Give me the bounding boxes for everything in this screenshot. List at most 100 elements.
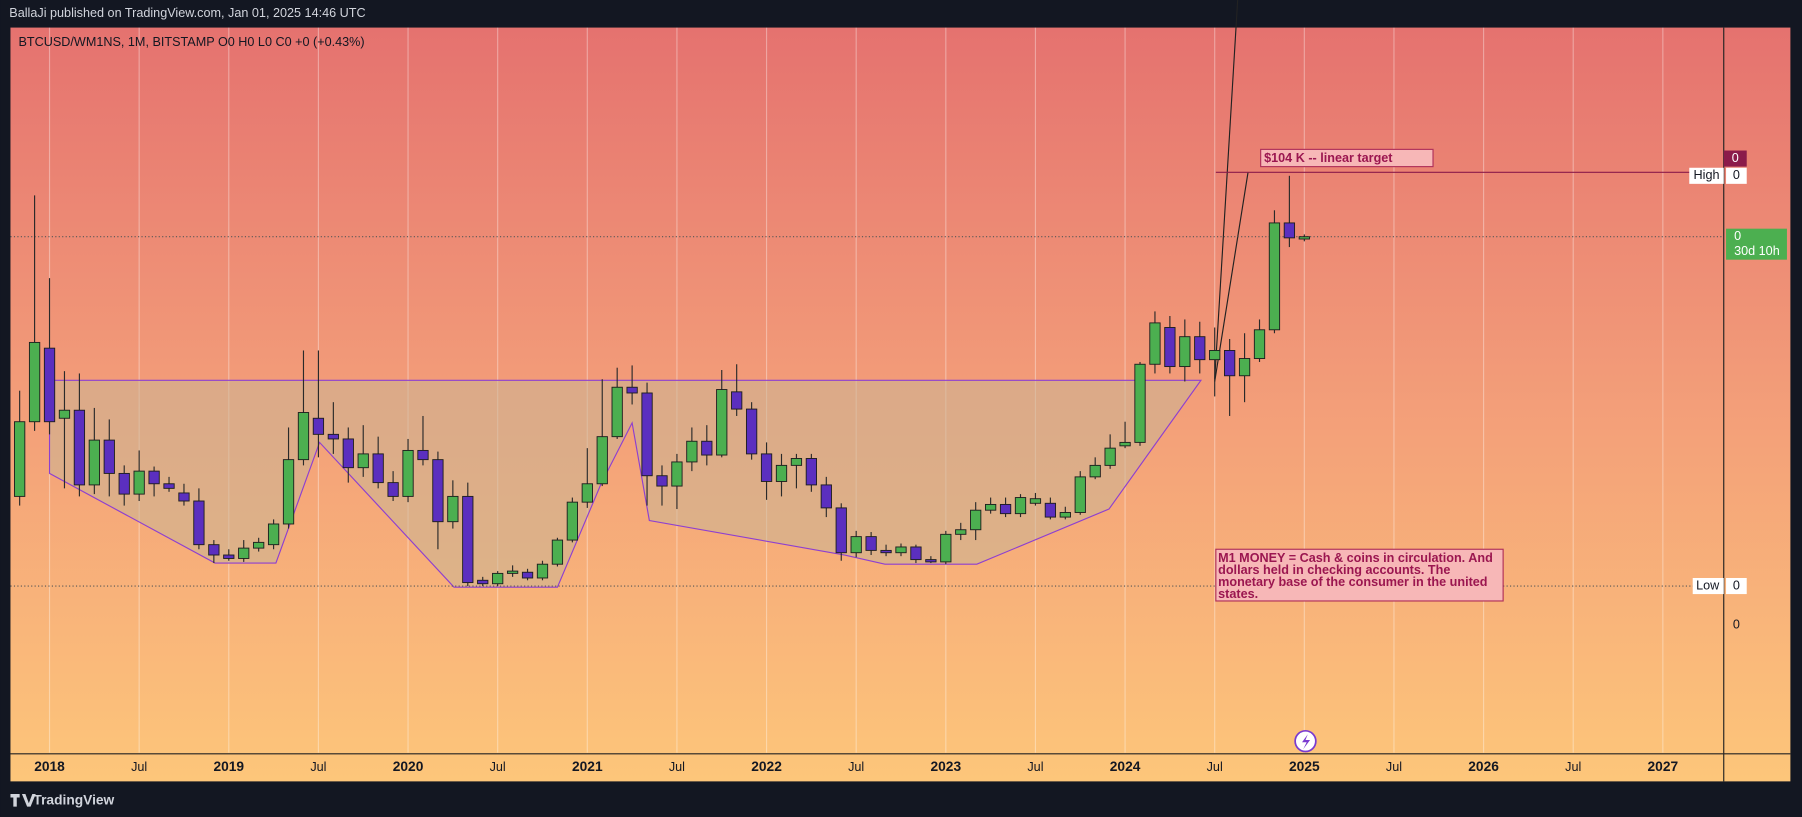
candle-body (1089, 464, 1101, 478)
candle-body (492, 572, 504, 585)
top-badge: 0 (1732, 151, 1739, 165)
candle-body (282, 459, 295, 525)
candle-body (1224, 350, 1236, 377)
candle-body (835, 507, 847, 554)
candle-body (999, 503, 1012, 515)
target-annotation: $104 K -- linear target (1264, 151, 1393, 165)
x-tick-label: Jul (1027, 760, 1043, 774)
event-icon-bolt (1302, 734, 1311, 750)
candle-body (447, 495, 459, 523)
candles (14, 175, 1310, 587)
published-line: BallaJi published on TradingView.com, Ja… (9, 6, 365, 20)
x-tick-label: 2023 (931, 759, 962, 774)
candle-body (940, 533, 952, 563)
candle-body (686, 440, 698, 463)
candle-body (14, 421, 26, 497)
trend-line (1214, 172, 1249, 382)
candle-body (118, 472, 130, 495)
candle-body (925, 559, 937, 563)
candle-body (133, 470, 145, 495)
x-tick-label: 2025 (1289, 759, 1320, 774)
candle-body (731, 391, 743, 410)
candle-body (253, 541, 265, 549)
candle-body (193, 500, 205, 546)
brand: TradingView (33, 793, 114, 808)
candle-body (970, 509, 982, 531)
x-tick-label: Jul (131, 760, 147, 774)
candle-body (1298, 236, 1310, 240)
candle-body (312, 417, 325, 435)
candle-body (626, 386, 638, 394)
candle-body (506, 570, 519, 574)
candle-body (805, 458, 818, 486)
badge (1723, 150, 1747, 167)
note-line: M1 MONEY = Cash & coins in circulation. … (1218, 551, 1493, 565)
x-tick-label: Jul (669, 760, 685, 774)
x-tick-label: 2022 (751, 759, 782, 774)
candle-body (850, 536, 862, 554)
candle-body (43, 347, 56, 423)
symbol-legend: BTCUSD/WM1NS, 1M, BITSTAMP O0 H0 L0 C0 +… (19, 35, 365, 49)
candle-body (1119, 441, 1131, 447)
x-tick-label: Jul (1565, 760, 1581, 774)
candle-body (28, 341, 41, 423)
candle-body (1164, 327, 1176, 368)
candle-body (148, 470, 160, 485)
low-label: Low (1696, 578, 1720, 592)
candle-body (342, 438, 354, 469)
candle-body (297, 412, 310, 461)
note-line: dollars held in checking accounts. The (1218, 563, 1450, 577)
x-tick-label: Jul (848, 760, 864, 774)
note-line: states. (1218, 587, 1258, 601)
candle-body (1283, 222, 1296, 239)
candle-body (1238, 358, 1251, 377)
candle-body (103, 439, 115, 474)
candle-body (1268, 222, 1281, 331)
candle-body (1014, 497, 1027, 515)
candle-body (357, 453, 369, 469)
axis-label: 0 (1733, 617, 1740, 631)
candle-body (820, 484, 832, 509)
last-price: 0 (1734, 229, 1741, 243)
candle-body (432, 459, 444, 523)
candle-body (551, 539, 564, 565)
x-tick-label: 2021 (572, 759, 603, 774)
brand-logo (10, 794, 36, 807)
candle-body (566, 501, 578, 541)
high-label: High (1694, 168, 1720, 182)
candle-body (865, 536, 877, 551)
candle-body (208, 544, 220, 556)
badge (1726, 577, 1747, 595)
candle-body (656, 475, 668, 487)
candle-body (402, 449, 414, 497)
candle-body (1194, 336, 1206, 361)
badge (1689, 167, 1724, 184)
candle-body (536, 563, 549, 579)
candle-body (895, 546, 907, 554)
x-tick-label: 2018 (34, 759, 65, 774)
candle-body (1029, 498, 1042, 504)
x-tick-label: Jul (310, 760, 326, 774)
candle-body (1059, 512, 1071, 518)
x-tick-label: 2020 (393, 759, 424, 774)
high-value: 0 (1733, 168, 1740, 182)
candle-body (984, 503, 997, 511)
candle-body (477, 579, 489, 585)
x-tick-label: Jul (1207, 760, 1223, 774)
candle-body (1253, 329, 1266, 359)
candle-body (387, 482, 399, 497)
candle-body (671, 461, 683, 487)
candle-body (641, 392, 653, 477)
candle-body (1104, 447, 1116, 466)
candle-body (611, 386, 623, 438)
x-tick-label: 2027 (1648, 759, 1679, 774)
x-tick-label: Jul (1386, 760, 1402, 774)
candle-body (1074, 476, 1086, 513)
candle-body (1044, 502, 1057, 518)
candle-body (910, 546, 922, 561)
x-tick-label: 2019 (213, 759, 244, 774)
candle-body (58, 409, 71, 419)
candle-body (701, 440, 713, 456)
